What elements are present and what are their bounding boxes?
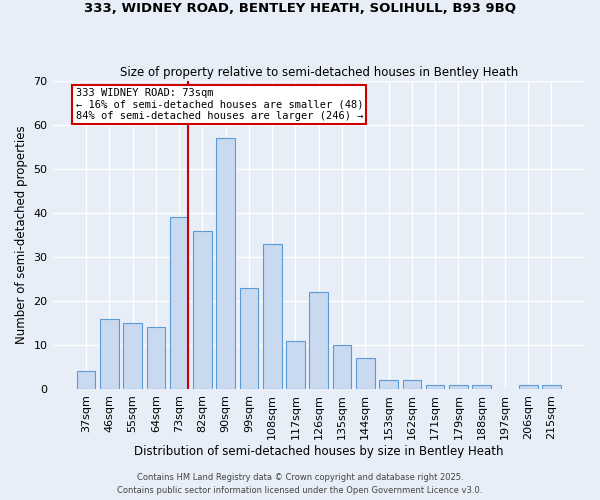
Bar [403, 380, 421, 389]
Bar [333, 345, 352, 389]
Y-axis label: Number of semi-detached properties: Number of semi-detached properties [15, 126, 28, 344]
Bar [542, 384, 561, 389]
Bar [356, 358, 374, 389]
Bar [239, 288, 258, 389]
Title: Size of property relative to semi-detached houses in Bentley Heath: Size of property relative to semi-detach… [119, 66, 518, 78]
Bar [193, 230, 212, 389]
Bar [519, 384, 538, 389]
Text: Contains HM Land Registry data © Crown copyright and database right 2025.
Contai: Contains HM Land Registry data © Crown c… [118, 474, 482, 495]
Bar [146, 328, 165, 389]
Bar [123, 323, 142, 389]
Bar [310, 292, 328, 389]
Bar [472, 384, 491, 389]
Bar [77, 372, 95, 389]
Bar [263, 244, 281, 389]
X-axis label: Distribution of semi-detached houses by size in Bentley Heath: Distribution of semi-detached houses by … [134, 444, 503, 458]
Bar [100, 318, 119, 389]
Text: 333, WIDNEY ROAD, BENTLEY HEATH, SOLIHULL, B93 9BQ: 333, WIDNEY ROAD, BENTLEY HEATH, SOLIHUL… [84, 2, 516, 16]
Bar [449, 384, 468, 389]
Bar [217, 138, 235, 389]
Bar [426, 384, 445, 389]
Bar [379, 380, 398, 389]
Bar [170, 218, 188, 389]
Text: 333 WIDNEY ROAD: 73sqm
← 16% of semi-detached houses are smaller (48)
84% of sem: 333 WIDNEY ROAD: 73sqm ← 16% of semi-det… [76, 88, 363, 121]
Bar [286, 340, 305, 389]
